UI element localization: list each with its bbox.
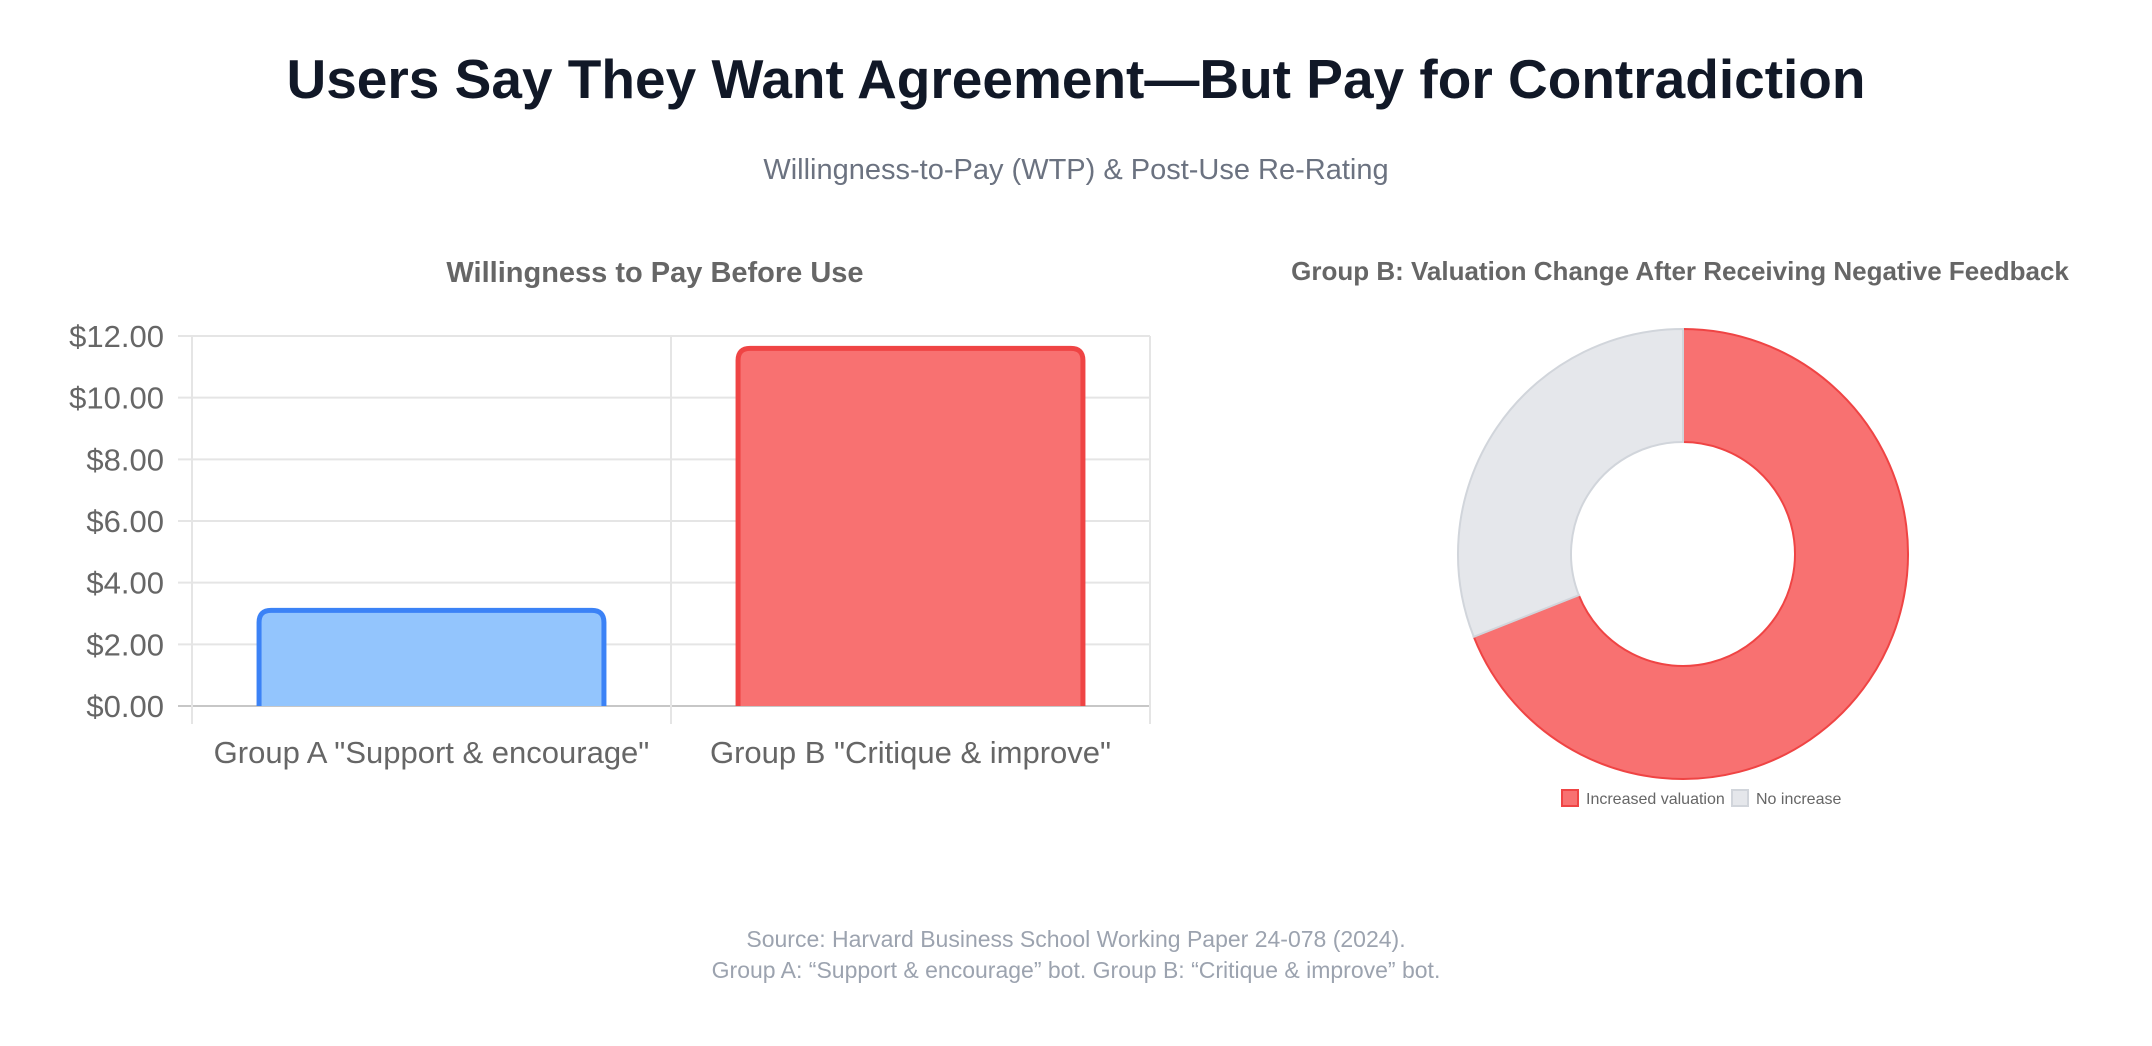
donut-chart-legend: Increased valuation No increase — [1561, 789, 1841, 808]
y-tick-label: $0.00 — [86, 689, 164, 724]
y-tick-label: $8.00 — [86, 442, 164, 477]
y-tick-label: $12.00 — [69, 319, 164, 354]
legend-label: No increase — [1756, 791, 1841, 808]
y-tick-label: $6.00 — [86, 504, 164, 539]
y-tick-label: $4.00 — [86, 566, 164, 601]
donut-chart: Group B: Valuation Change After Receivin… — [1291, 256, 2069, 808]
donut-slice — [1472, 327, 1909, 780]
page-subtitle: Willingness-to-Pay (WTP) & Post-Use Re-R… — [763, 154, 1389, 186]
bar — [256, 607, 607, 706]
x-tick-label: Group A "Support & encourage" — [214, 735, 650, 770]
legend-swatch — [1731, 789, 1749, 807]
donut-slice — [1457, 327, 1684, 639]
group-note: Group A: “Support & encourage” bot. Grou… — [711, 957, 1441, 983]
y-tick-label: $2.00 — [86, 627, 164, 662]
source-note: Source: Harvard Business School Working … — [746, 926, 1406, 952]
bar-chart-title: Willingness to Pay Before Use — [446, 257, 863, 289]
legend-label: Increased valuation — [1586, 791, 1725, 808]
bar — [735, 345, 1086, 706]
legend-swatch — [1561, 789, 1579, 807]
donut-chart-slices — [1457, 327, 1909, 780]
bar-chart-bars — [256, 345, 1086, 706]
donut-chart-title: Group B: Valuation Change After Receivin… — [1291, 256, 2069, 286]
footer: Source: Harvard Business School Working … — [0, 924, 2152, 986]
page-title: Users Say They Want Agreement—But Pay fo… — [286, 48, 1866, 110]
bar-chart-x-axis: Group A "Support & encourage" Group B "Cr… — [214, 735, 1111, 770]
bar-chart-y-axis: $0.00 $2.00 $4.00 $6.00 $8.00 $10.00 $12.00 — [69, 319, 164, 724]
y-tick-label: $10.00 — [69, 381, 164, 416]
x-tick-label: Group B "Critique & improve" — [710, 735, 1111, 770]
bar-fill — [738, 348, 1083, 706]
bar-chart: Willingness to Pay Before Use $0.00 $2.00… — [69, 257, 1151, 770]
bar-fill — [259, 610, 604, 706]
